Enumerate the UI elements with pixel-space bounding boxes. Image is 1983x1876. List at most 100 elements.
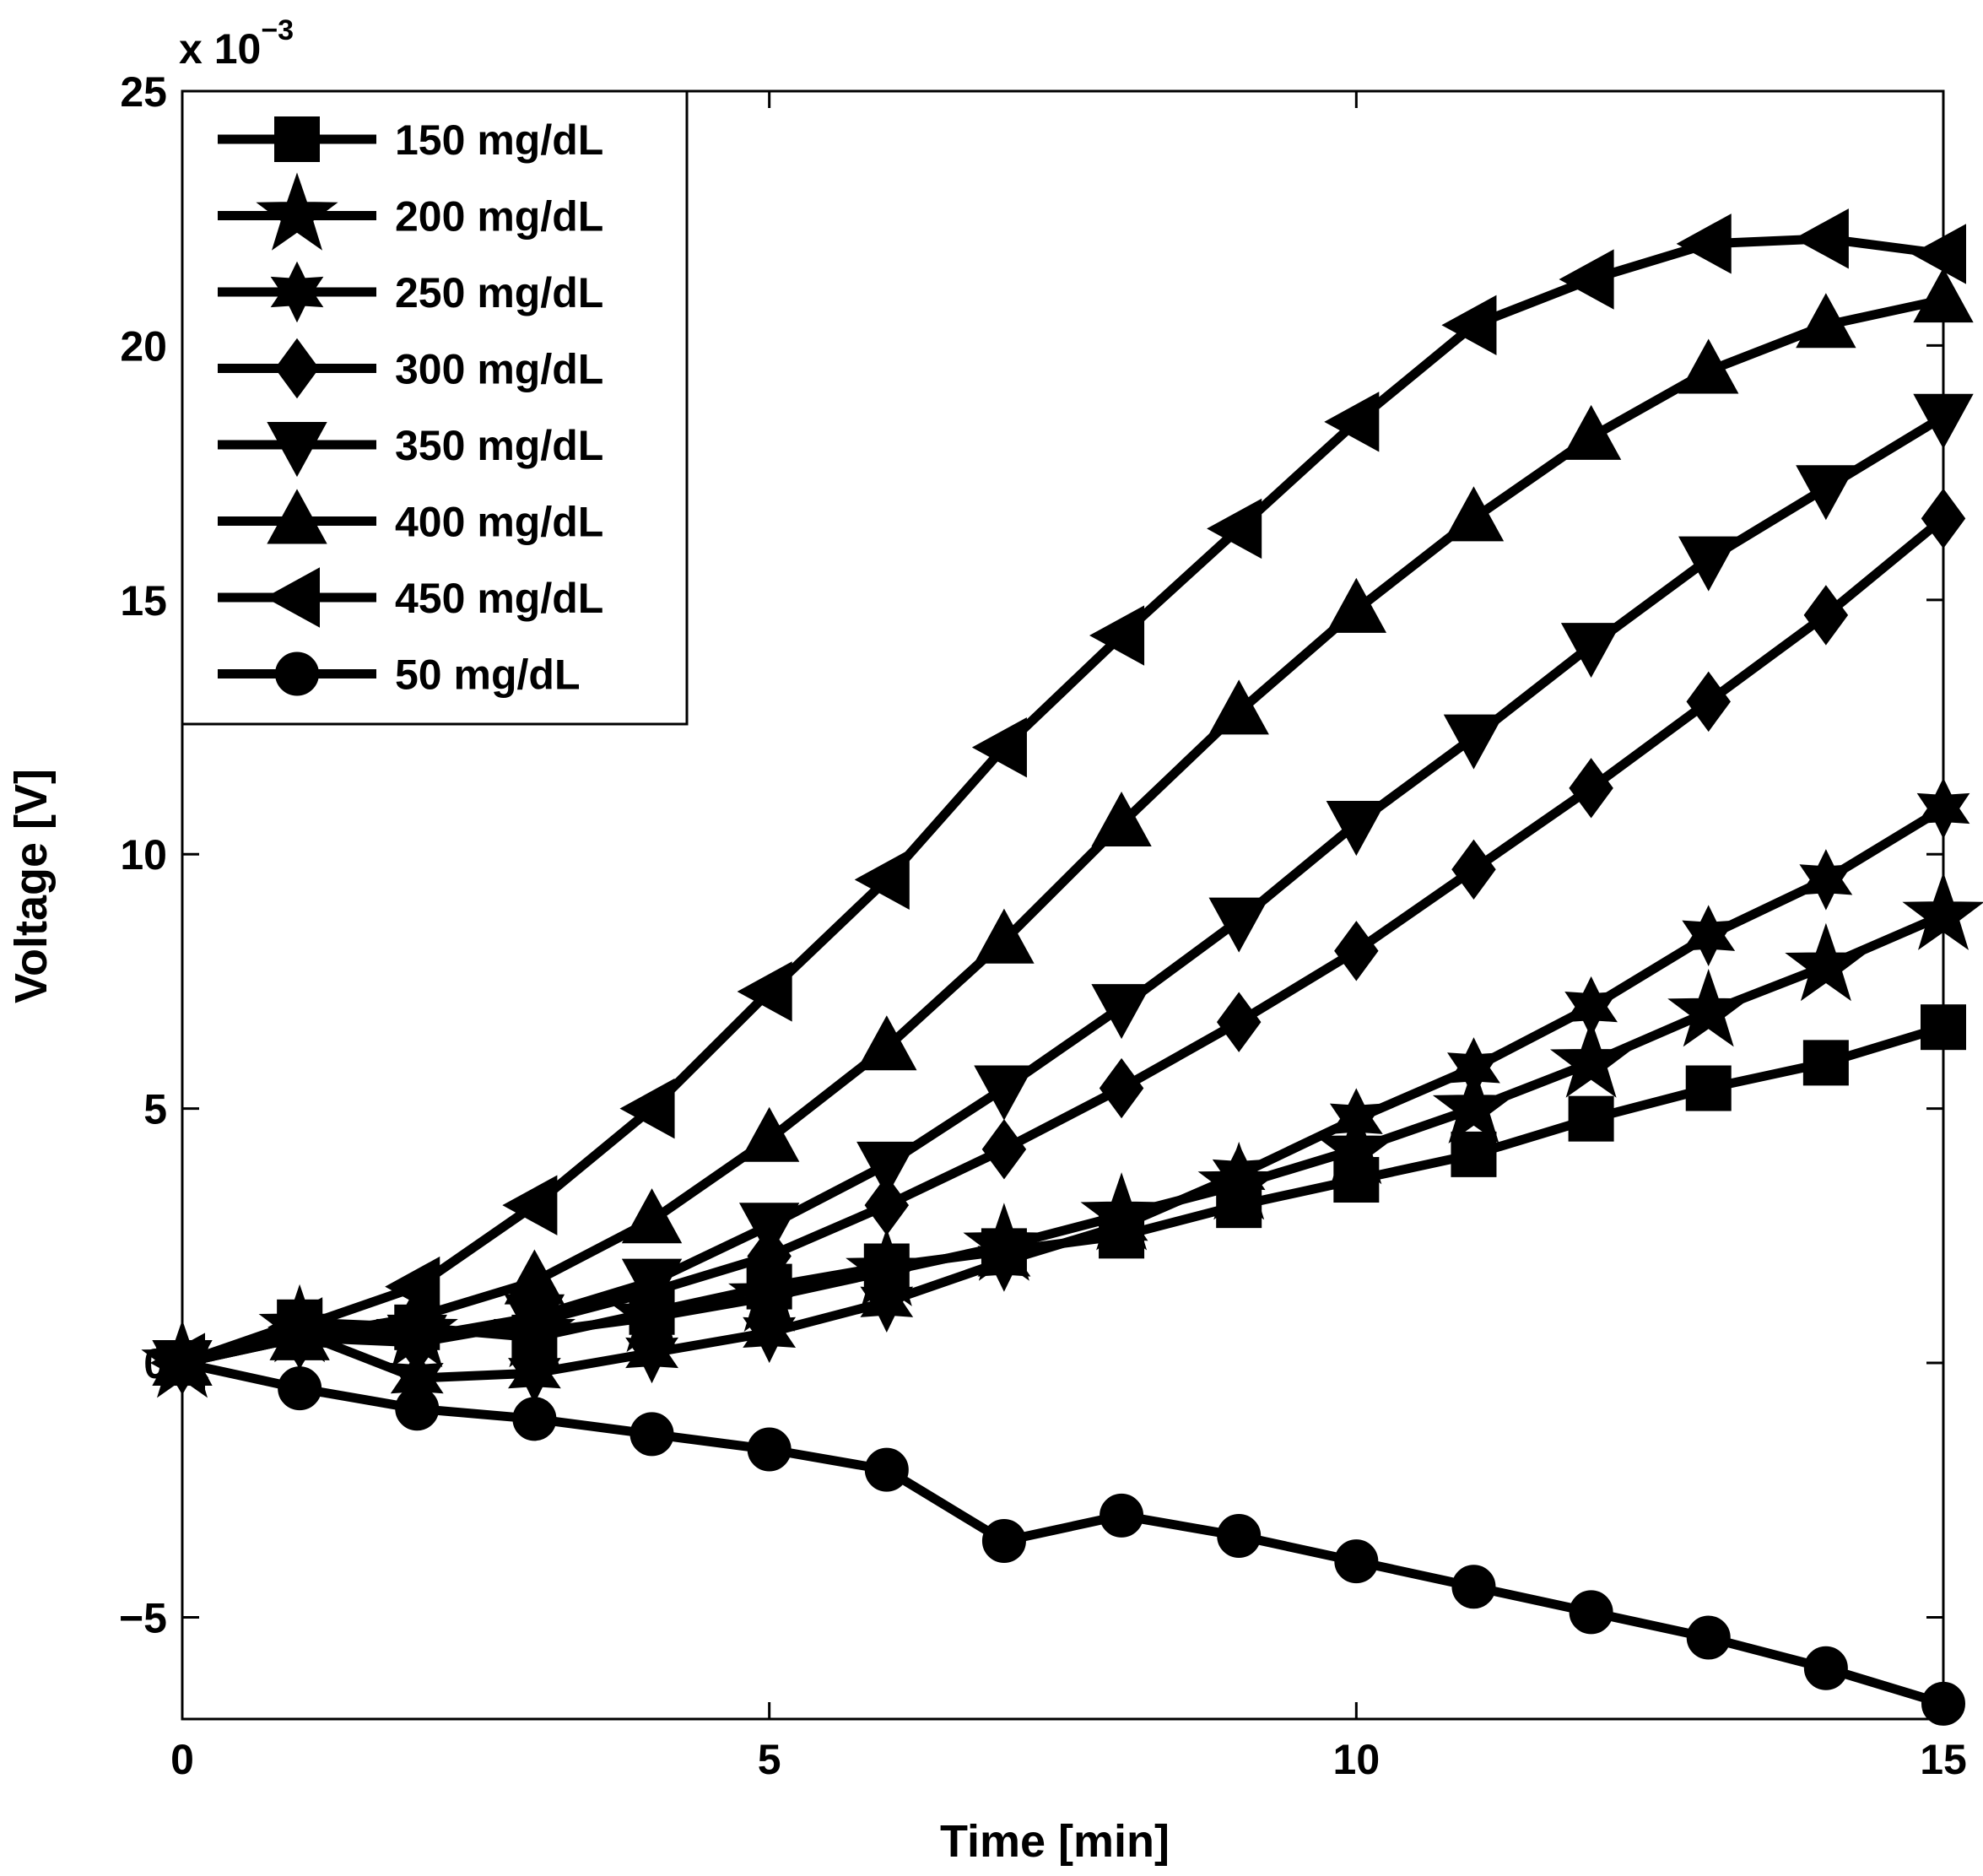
legend-marker bbox=[256, 172, 338, 251]
data-point bbox=[1212, 1143, 1266, 1206]
data-point bbox=[1678, 338, 1739, 394]
data-point bbox=[1916, 777, 1970, 840]
data-point bbox=[1334, 1539, 1379, 1584]
data-point bbox=[1447, 1037, 1500, 1099]
y-axis-label: Voltage [V] bbox=[6, 769, 57, 1003]
legend-label: 300 mg/dL bbox=[395, 346, 603, 393]
data-point bbox=[1913, 268, 1974, 323]
data-point bbox=[974, 1065, 1035, 1121]
data-point bbox=[1796, 293, 1856, 349]
legend-item: 250 mg/dL bbox=[218, 261, 603, 323]
data-point bbox=[621, 1188, 683, 1244]
data-point bbox=[1803, 585, 1849, 646]
data-point bbox=[1549, 1019, 1633, 1098]
data-point bbox=[1569, 1590, 1613, 1635]
y-axis-multiplier-exponent: −3 bbox=[261, 14, 294, 46]
data-point bbox=[1682, 905, 1736, 966]
legend-marker bbox=[270, 261, 324, 323]
x-tick-label: 15 bbox=[1920, 1736, 1967, 1783]
series-line bbox=[177, 295, 1948, 1368]
data-point bbox=[1443, 486, 1505, 542]
y-tick-label: 20 bbox=[120, 322, 167, 370]
data-point bbox=[1451, 839, 1496, 900]
series-6 bbox=[149, 208, 1966, 1393]
data-point bbox=[160, 1341, 204, 1386]
data-point bbox=[981, 1519, 1026, 1564]
series-line bbox=[177, 234, 1948, 1368]
series-4 bbox=[152, 393, 1974, 1396]
legend-marker bbox=[267, 422, 327, 478]
data-point bbox=[395, 1387, 440, 1431]
data-point bbox=[1785, 922, 1867, 1002]
series-line bbox=[177, 803, 1948, 1383]
data-point bbox=[864, 1447, 909, 1492]
data-point bbox=[629, 1412, 674, 1457]
data-point bbox=[738, 1203, 800, 1258]
legend-item: 300 mg/dL bbox=[218, 338, 603, 399]
y-tick-label: 10 bbox=[120, 831, 167, 879]
legend-marker bbox=[267, 489, 327, 544]
x-axis-label: Time [min] bbox=[940, 1816, 1170, 1867]
data-point bbox=[278, 1366, 322, 1411]
data-point bbox=[1334, 921, 1379, 981]
data-point bbox=[625, 1322, 678, 1384]
data-point bbox=[860, 1271, 914, 1333]
legend-label: 450 mg/dL bbox=[395, 575, 603, 622]
legend-label: 200 mg/dL bbox=[395, 193, 603, 241]
y-axis-multiplier-base: x 10 bbox=[179, 25, 261, 73]
data-point bbox=[737, 961, 792, 1022]
data-point bbox=[1913, 393, 1974, 449]
data-point bbox=[1921, 1004, 1966, 1051]
data-point bbox=[1902, 872, 1983, 950]
data-point bbox=[1910, 224, 1966, 284]
data-point bbox=[1099, 1057, 1144, 1119]
data-point bbox=[502, 1175, 558, 1235]
data-point bbox=[864, 1175, 910, 1235]
legend-item: 200 mg/dL bbox=[218, 172, 603, 251]
data-point bbox=[1208, 679, 1269, 735]
data-point bbox=[977, 1230, 1031, 1292]
data-point bbox=[1324, 392, 1380, 452]
data-point bbox=[386, 1284, 447, 1340]
series-layer bbox=[141, 208, 1983, 1726]
legend-label: 50 mg/dL bbox=[395, 651, 580, 699]
data-point bbox=[1802, 1040, 1849, 1086]
legend-item: 450 mg/dL bbox=[218, 567, 603, 628]
data-point bbox=[1799, 849, 1853, 911]
data-point bbox=[621, 1258, 683, 1314]
y-tick-label: −5 bbox=[119, 1594, 167, 1641]
data-point bbox=[1091, 984, 1152, 1040]
data-point bbox=[971, 716, 1027, 778]
data-point bbox=[1443, 714, 1505, 770]
data-point bbox=[1569, 758, 1613, 819]
legend-box bbox=[181, 89, 689, 726]
y-axis-multiplier: x 10−3 bbox=[179, 14, 294, 73]
data-point bbox=[1678, 536, 1739, 592]
series-line bbox=[177, 412, 1948, 1368]
series-7 bbox=[160, 1341, 1965, 1726]
x-tick-label: 0 bbox=[170, 1736, 194, 1783]
data-point bbox=[619, 1078, 675, 1139]
data-point bbox=[504, 1249, 565, 1305]
data-point bbox=[747, 1427, 792, 1472]
data-point bbox=[512, 1397, 557, 1441]
data-point bbox=[981, 1119, 1027, 1180]
data-point bbox=[1921, 488, 1966, 549]
data-point bbox=[1216, 992, 1262, 1052]
data-point bbox=[1686, 1615, 1731, 1660]
y-tick-label: 15 bbox=[120, 577, 167, 624]
legend-item: 350 mg/dL bbox=[218, 422, 603, 478]
data-point bbox=[1451, 1565, 1496, 1609]
data-point bbox=[1326, 577, 1387, 633]
legend-marker bbox=[275, 651, 319, 696]
legend-item: 50 mg/dL bbox=[218, 651, 580, 699]
legend-item: 400 mg/dL bbox=[218, 489, 603, 546]
data-point bbox=[856, 1015, 917, 1071]
y-tick-label: 25 bbox=[120, 68, 167, 116]
legend-marker bbox=[264, 567, 320, 628]
data-point bbox=[854, 849, 910, 911]
data-point bbox=[1208, 897, 1269, 953]
data-point bbox=[1685, 1065, 1732, 1111]
data-point bbox=[1568, 1095, 1614, 1142]
